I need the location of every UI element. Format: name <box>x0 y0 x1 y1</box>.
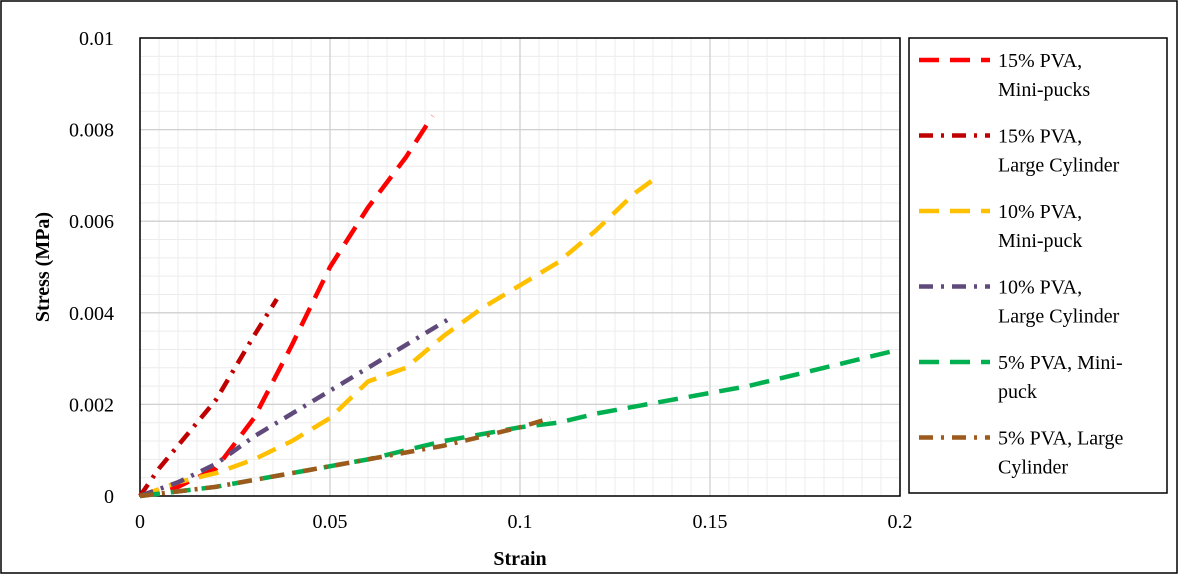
legend-label: 10% PVA, <box>998 201 1082 223</box>
legend-label: Cylinder <box>998 457 1068 479</box>
y-tick-label: 0.01 <box>79 28 114 50</box>
legend-label: Mini-pucks <box>998 79 1090 101</box>
x-tick-label: 0.2 <box>888 511 913 533</box>
series-line-15-pva-mini-pucks <box>139 114 435 499</box>
series-layer <box>138 114 901 499</box>
x-axis-title: Strain <box>493 548 546 570</box>
y-tick-label: 0.008 <box>69 120 114 142</box>
legend-box <box>908 37 1168 494</box>
plot-area-border <box>139 37 901 497</box>
legend-label: Mini-puck <box>998 230 1082 252</box>
y-tick-label: 0.004 <box>69 303 114 325</box>
legend-label: puck <box>998 381 1037 403</box>
legend-label: Large Cylinder <box>998 155 1120 177</box>
legend-label: 15% PVA, <box>998 126 1082 148</box>
y-tick-label: 0.006 <box>69 211 114 233</box>
legend-label: 10% PVA, <box>998 277 1082 299</box>
legend-label: 5% PVA, Mini- <box>998 352 1123 374</box>
legend-label: 5% PVA, Large <box>998 428 1123 450</box>
legend: 15% PVA, Mini-pucks 15% PVA, Large Cylinder… <box>919 50 1123 479</box>
series-line-5-pva-large-cylinder <box>139 415 552 499</box>
series-line-10-pva-large-cylinder <box>139 315 453 499</box>
series-line-15-pva-large-cylinder <box>138 297 279 498</box>
y-axis-title: Stress (MPa) <box>32 212 54 322</box>
x-tick-labels: 0 0.05 0.1 0.15 0.2 <box>135 511 913 533</box>
y-tick-labels: 0 0.002 0.004 0.006 0.008 0.01 <box>69 28 114 508</box>
x-tick-label: 0.05 <box>313 511 348 533</box>
legend-label: 15% PVA, <box>998 50 1082 72</box>
x-tick-label: 0 <box>135 511 145 533</box>
y-tick-label: 0 <box>104 486 114 508</box>
x-tick-label: 0.15 <box>693 511 728 533</box>
legend-label: Large Cylinder <box>998 306 1120 328</box>
y-tick-label: 0.002 <box>69 394 114 416</box>
x-tick-label: 0.1 <box>508 511 533 533</box>
